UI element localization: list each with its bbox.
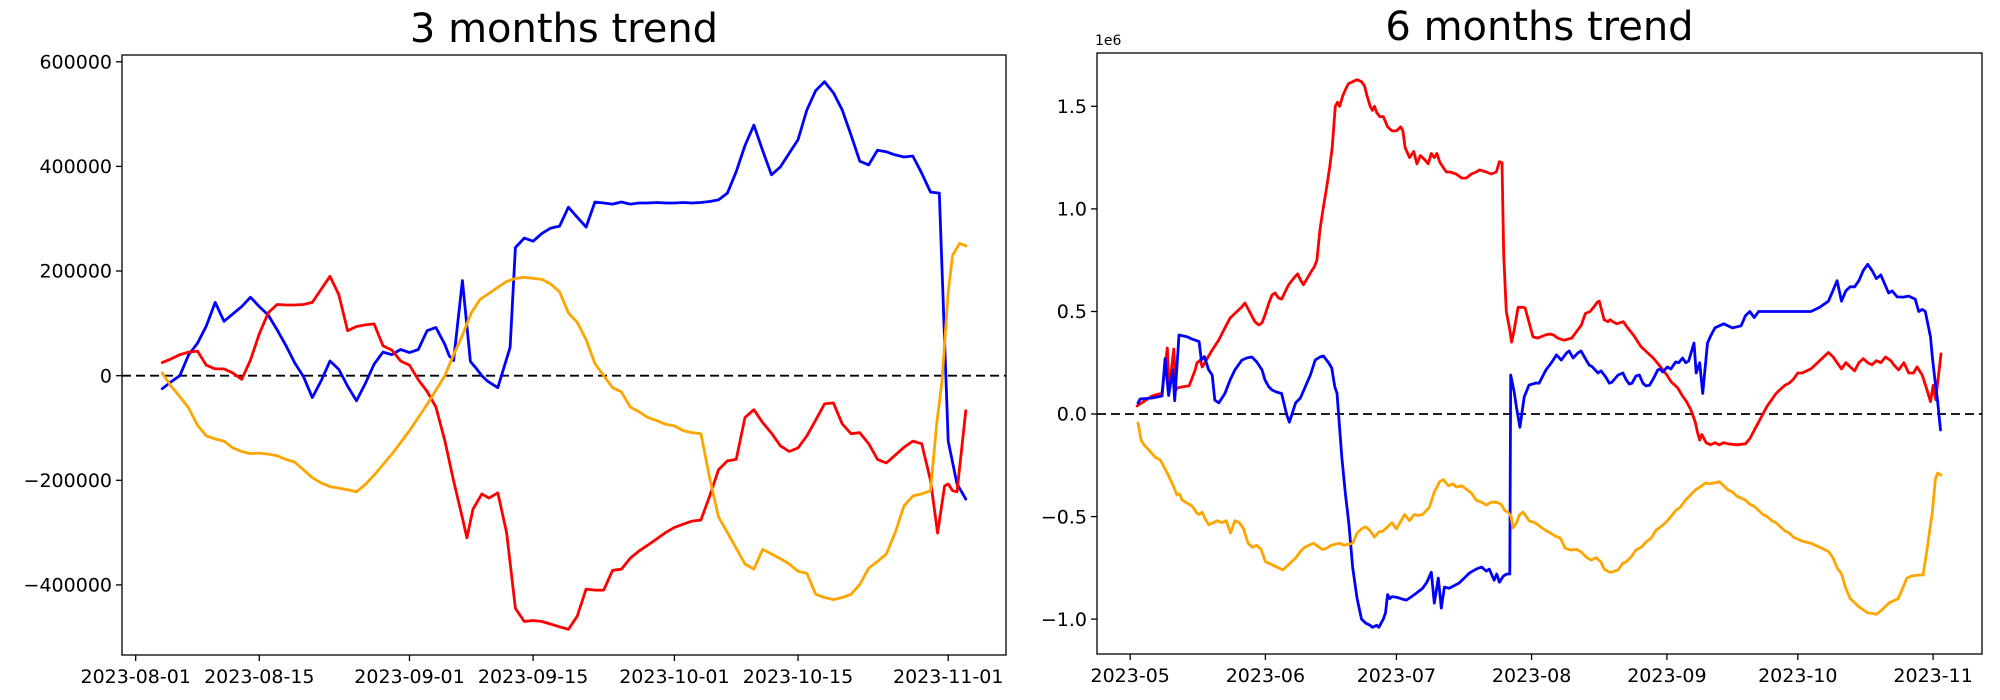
series-red: [160, 274, 968, 631]
chart-0: 2023-08-01 2023-08-15 2023-09-01 2023-09-15…: [24, 6, 1007, 688]
y-tick-label: −400000: [24, 575, 112, 597]
series-blue: [1136, 262, 1942, 629]
series-red: [1135, 78, 1943, 447]
y-tick-label: 1.0: [1057, 199, 1087, 221]
y-tick-label: 600000: [39, 51, 112, 73]
y-tick-label: 0: [100, 365, 112, 387]
x-tick-label: 2023-05: [1091, 665, 1170, 687]
chart-1: 2023-05 2023-06 2023-07 2023-08 2023-09 2023-…: [1041, 4, 1983, 687]
x-tick-label: 2023-11-01: [893, 666, 1003, 688]
x-tick-label: 2023-10: [1758, 665, 1837, 687]
x-tick-label: 2023-08: [1492, 665, 1571, 687]
x-tick-label: 2023-07: [1357, 665, 1436, 687]
x-tick-label: 2023-10-15: [743, 666, 853, 688]
x-tick-label: 2023-09-01: [354, 666, 464, 688]
x-tick-label: 2023-08-15: [204, 666, 314, 688]
y-tick-label: 0.5: [1057, 301, 1087, 323]
y-tick-label: −200000: [24, 470, 112, 492]
chart-title: 6 months trend: [1385, 4, 1693, 50]
chart-title: 3 months trend: [410, 6, 718, 52]
y-tick-label: 200000: [39, 261, 112, 283]
x-tick-label: 2023-09-15: [478, 666, 588, 688]
x-tick-label: 2023-11: [1893, 665, 1972, 687]
x-tick-label: 2023-06: [1226, 665, 1305, 687]
x-tick-label: 2023-10-01: [619, 666, 729, 688]
axes-spines: [1096, 52, 1983, 655]
y-tick-label: −1.0: [1041, 609, 1087, 631]
y-tick-label: −0.5: [1041, 506, 1087, 528]
series-blue: [160, 80, 968, 501]
axes-spines: [121, 54, 1007, 656]
series-orange: [160, 241, 968, 601]
y-tick-label: 0.0: [1057, 404, 1087, 426]
x-tick-label: 2023-08-01: [80, 666, 190, 688]
y-axis-offset-label: 1e6: [1095, 33, 1122, 49]
y-tick-label: 1.5: [1057, 96, 1087, 118]
x-tick-label: 2023-09: [1627, 665, 1706, 687]
y-tick-label: 400000: [39, 156, 112, 178]
series-orange: [1136, 421, 1943, 616]
